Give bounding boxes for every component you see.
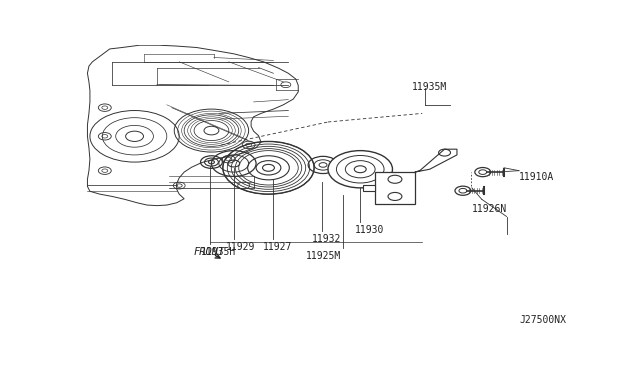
Text: 11926N: 11926N [472,203,507,214]
Text: 11929: 11929 [227,242,256,252]
Bar [375,172,415,203]
Polygon shape [363,185,375,191]
Text: J27500NX: J27500NX [519,315,566,326]
Polygon shape [88,45,298,206]
Text: 11910A: 11910A [519,172,554,182]
Text: FRONT: FRONT [193,247,225,257]
Text: 11927: 11927 [262,242,292,252]
Text: 11925M: 11925M [306,251,341,261]
Text: 11932: 11932 [312,234,342,244]
Text: 11935H: 11935H [200,247,236,257]
Text: 11935M: 11935M [412,82,447,92]
Text: 11930: 11930 [355,225,385,235]
Polygon shape [415,149,457,172]
Circle shape [328,151,392,188]
